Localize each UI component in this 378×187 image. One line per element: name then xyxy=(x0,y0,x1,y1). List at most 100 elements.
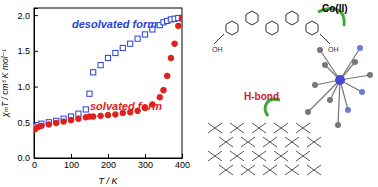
annotation: H-bond xyxy=(244,91,279,102)
atom xyxy=(312,82,318,88)
network-node xyxy=(307,137,321,147)
plot-area xyxy=(34,15,182,132)
data-point xyxy=(172,41,178,47)
network-node xyxy=(219,165,233,175)
x-tick-mark xyxy=(108,154,109,158)
atom xyxy=(335,75,345,85)
y-tick-mark xyxy=(34,158,38,159)
y-tick-label: 1.5 xyxy=(17,46,30,56)
data-point xyxy=(142,32,147,37)
ring xyxy=(306,21,318,35)
network-node xyxy=(263,165,277,175)
bond xyxy=(308,80,340,112)
network-node xyxy=(274,151,288,161)
data-point xyxy=(105,55,110,60)
atom xyxy=(357,45,363,51)
data-point xyxy=(90,114,96,120)
y-tick-label: 1.0 xyxy=(17,82,30,92)
network-node xyxy=(263,137,277,147)
bond xyxy=(340,48,360,80)
x-tick-label: 0 xyxy=(32,160,37,170)
y-tick-label: 2.0 xyxy=(17,11,30,21)
y-tick-label: 0.5 xyxy=(17,118,30,128)
atom xyxy=(305,109,311,115)
y-tick: 2.0 xyxy=(17,11,38,21)
data-point xyxy=(39,123,45,129)
network-node xyxy=(230,151,244,161)
series-label: solvated form xyxy=(90,100,162,112)
data-point xyxy=(176,23,182,29)
data-point xyxy=(98,63,103,68)
x-tick-label: 400 xyxy=(175,160,190,170)
atom xyxy=(352,59,358,65)
x-tick: 200 xyxy=(101,154,116,170)
annotation: OH xyxy=(212,46,223,53)
network-node xyxy=(296,151,310,161)
data-point xyxy=(179,16,182,22)
y-axis: 0.0 0.5 1.0 1.5 2.0 xyxy=(17,9,38,164)
y-tick: 0.0 xyxy=(17,153,38,163)
y-axis-line xyxy=(35,9,39,159)
x-axis: 0 100 200 300 400 xyxy=(32,154,190,170)
network-node xyxy=(285,165,299,175)
ring xyxy=(226,21,238,35)
x-tick: 300 xyxy=(138,154,153,170)
plot-frame xyxy=(34,8,182,158)
figure: 01002003004000.00.51.01.52.0T / KχₘT / c… xyxy=(0,0,378,187)
network-node xyxy=(208,151,222,161)
atom xyxy=(327,97,333,103)
x-tick-label: 300 xyxy=(138,160,153,170)
series-0 xyxy=(34,15,182,129)
y-tick-mark xyxy=(34,15,38,16)
x-tick-mark xyxy=(182,154,183,158)
y-tick: 1.0 xyxy=(17,82,38,92)
network-node xyxy=(307,165,321,175)
atom xyxy=(322,62,328,68)
bond xyxy=(214,34,224,44)
y-tick-mark xyxy=(34,51,38,52)
bond xyxy=(320,34,330,44)
data-point xyxy=(164,73,170,79)
data-point xyxy=(87,91,92,96)
data-point xyxy=(179,15,182,20)
data-point xyxy=(120,45,125,50)
data-point xyxy=(128,41,133,46)
series-label: desolvated form xyxy=(72,18,157,30)
atom xyxy=(335,122,341,128)
bond xyxy=(320,50,340,80)
atom xyxy=(317,47,323,53)
network-node xyxy=(252,123,266,133)
data-point xyxy=(98,113,104,119)
x-tick: 100 xyxy=(64,154,79,170)
annotation: Co(II) xyxy=(322,3,348,14)
network-node xyxy=(252,151,266,161)
data-point xyxy=(161,87,167,93)
ring xyxy=(266,21,278,35)
y-axis-title: χₘT / cm³ K mol⁻¹ xyxy=(0,49,10,118)
x-axis-line xyxy=(35,154,183,159)
x-tick-label: 100 xyxy=(64,160,79,170)
data-point xyxy=(68,117,74,123)
network-node xyxy=(241,137,255,147)
network-node xyxy=(296,123,310,133)
data-point xyxy=(91,70,96,75)
atom xyxy=(359,89,365,95)
network-node xyxy=(230,123,244,133)
data-point xyxy=(113,50,118,55)
atom xyxy=(367,72,373,78)
molecule-art xyxy=(208,8,373,175)
x-tick-label: 200 xyxy=(101,160,116,170)
x-tick-mark xyxy=(145,154,146,158)
series-1 xyxy=(34,16,182,132)
x-tick: 400 xyxy=(175,154,190,170)
network-node xyxy=(241,165,255,175)
network-node xyxy=(208,123,222,133)
data-point xyxy=(76,116,82,122)
atom xyxy=(345,107,351,113)
network-node xyxy=(285,137,299,147)
ring xyxy=(286,11,298,25)
y-tick-label: 0.0 xyxy=(17,153,30,163)
data-point xyxy=(83,107,88,112)
y-tick: 1.5 xyxy=(17,46,38,56)
data-point xyxy=(53,120,59,126)
